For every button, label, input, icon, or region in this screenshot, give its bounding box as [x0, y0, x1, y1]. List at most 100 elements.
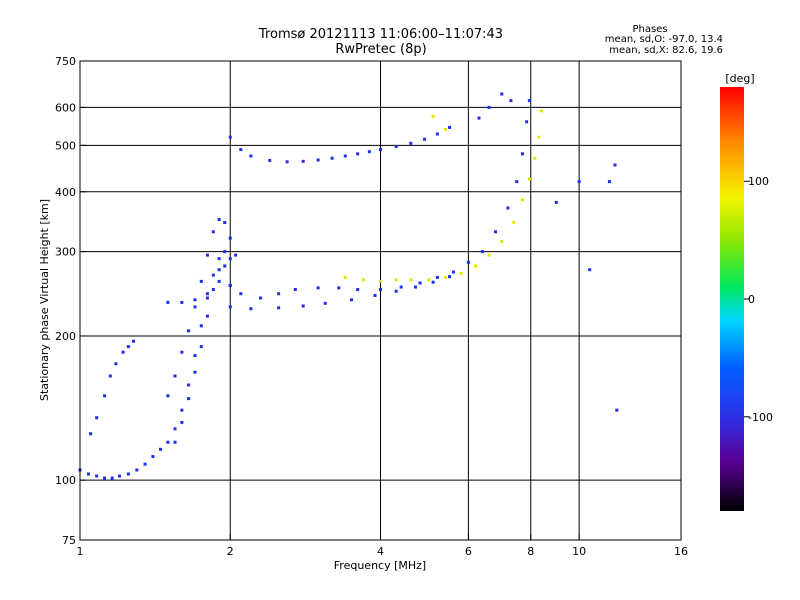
x-axis-label: Frequency [MHz] [334, 559, 426, 572]
chart-title: Tromsø 20121113 11:06:00–11:07:43 [258, 27, 503, 42]
data-point [239, 292, 243, 296]
data-point [301, 159, 305, 163]
y-tick-label: 500 [55, 139, 76, 152]
data-point [205, 296, 209, 300]
data-point [135, 468, 139, 472]
data-point [228, 283, 232, 287]
data-point [228, 305, 232, 309]
data-point [343, 154, 347, 158]
data-point [87, 472, 91, 476]
data-point [205, 314, 209, 318]
data-point [301, 304, 305, 308]
data-point [451, 270, 455, 274]
data-point [607, 180, 611, 184]
y-tick-label: 400 [55, 186, 76, 199]
data-point [480, 250, 484, 254]
data-point [525, 120, 529, 124]
data-point [126, 345, 130, 349]
data-point [466, 260, 470, 264]
y-tick-label: 200 [55, 330, 76, 343]
data-point [277, 306, 281, 310]
y-tick-label: 750 [55, 55, 76, 68]
data-point [114, 362, 118, 366]
data-point [379, 148, 382, 152]
data-point [323, 301, 327, 305]
data-point [394, 289, 398, 293]
data-point [173, 440, 177, 444]
data-point [187, 329, 191, 333]
data-point [487, 253, 491, 257]
data-point [166, 440, 170, 444]
data-point [121, 350, 125, 354]
data-point [399, 285, 403, 289]
data-point [427, 278, 431, 282]
grid [80, 61, 681, 540]
data-points [78, 92, 619, 480]
data-point [223, 250, 227, 254]
colorbar-tick-label: -100 [748, 411, 773, 424]
data-point [118, 474, 122, 478]
data-point [379, 279, 382, 283]
data-point [217, 279, 221, 283]
data-point [350, 298, 354, 302]
data-point [316, 286, 320, 290]
data-point [413, 285, 417, 289]
y-tick-label: 75 [62, 534, 76, 547]
data-point [180, 408, 184, 412]
data-point [228, 236, 232, 240]
data-point [285, 160, 289, 164]
data-point [394, 278, 398, 282]
data-point [337, 286, 341, 290]
data-point [473, 264, 477, 268]
data-point [373, 293, 377, 297]
data-point [103, 476, 107, 480]
data-point [477, 116, 481, 120]
data-point [494, 230, 498, 234]
stats-line-x: mean, sd,X: 82.6, 19.6 [609, 45, 723, 56]
data-point [217, 257, 221, 261]
data-point [187, 383, 191, 387]
data-point [537, 135, 541, 139]
y-tick-label: 300 [55, 246, 76, 259]
x-tick-label: 16 [674, 545, 688, 558]
data-point [180, 420, 184, 424]
data-point [435, 275, 439, 279]
data-point [330, 156, 334, 160]
data-point [577, 180, 581, 184]
data-point [379, 288, 382, 292]
data-point [515, 180, 519, 184]
data-point [143, 462, 147, 466]
colorbar-tick-label: 100 [748, 175, 769, 188]
data-point [268, 158, 272, 162]
data-point [277, 292, 281, 296]
x-tick-label: 4 [377, 545, 384, 558]
data-point [187, 397, 191, 401]
data-point [343, 275, 347, 279]
colorbar-label: [deg] [725, 72, 754, 85]
stats-heading: Phases [632, 24, 667, 35]
data-point [249, 307, 253, 311]
data-point [205, 253, 209, 257]
data-point [180, 300, 184, 304]
x-tick-label: 10 [572, 545, 586, 558]
data-point [173, 374, 177, 378]
data-point [89, 432, 93, 436]
data-point [166, 300, 170, 304]
data-point [367, 150, 371, 154]
data-point [223, 264, 227, 268]
x-tick-label: 1 [77, 545, 84, 558]
stats-line-o: mean, sd,O: -97.0, 13.4 [605, 34, 723, 45]
data-point [126, 472, 130, 476]
data-point [409, 141, 413, 145]
data-point [180, 350, 184, 354]
data-point [228, 135, 232, 139]
data-point [234, 253, 238, 257]
colorbar-tick-label: 0 [748, 293, 755, 306]
colorbar [720, 87, 744, 511]
data-point [166, 394, 170, 398]
data-point [228, 257, 232, 261]
data-point [199, 324, 203, 328]
data-point [103, 394, 107, 398]
x-tick-label: 6 [465, 545, 472, 558]
